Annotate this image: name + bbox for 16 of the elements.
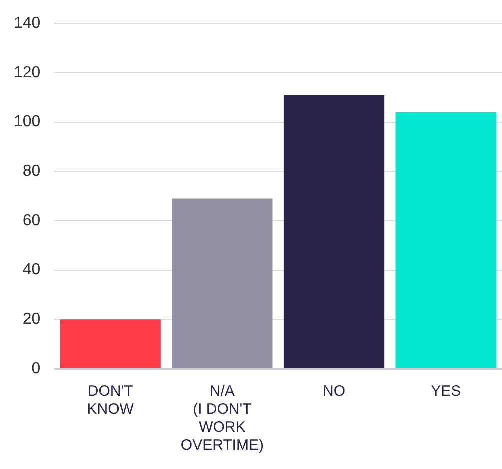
bar xyxy=(396,112,496,368)
x-tick-label: YES xyxy=(431,383,462,400)
y-tick-label: 60 xyxy=(22,212,41,230)
y-tick-label: 80 xyxy=(22,163,41,180)
y-tick-label: 120 xyxy=(14,64,41,82)
y-tick-label: 0 xyxy=(32,360,41,378)
x-tick-label: N/A (I DON'T WORK OVERTIME) xyxy=(180,383,264,454)
y-tick-label: 20 xyxy=(22,311,41,328)
bar xyxy=(284,95,385,368)
bar xyxy=(172,198,273,368)
x-tick-label: NO xyxy=(323,383,346,400)
bar xyxy=(60,320,161,368)
x-tick-label: DON'T KNOW xyxy=(87,383,135,418)
y-tick-label: 40 xyxy=(22,262,41,279)
y-tick-label: 140 xyxy=(14,15,41,32)
y-tick-label: 100 xyxy=(14,114,41,131)
